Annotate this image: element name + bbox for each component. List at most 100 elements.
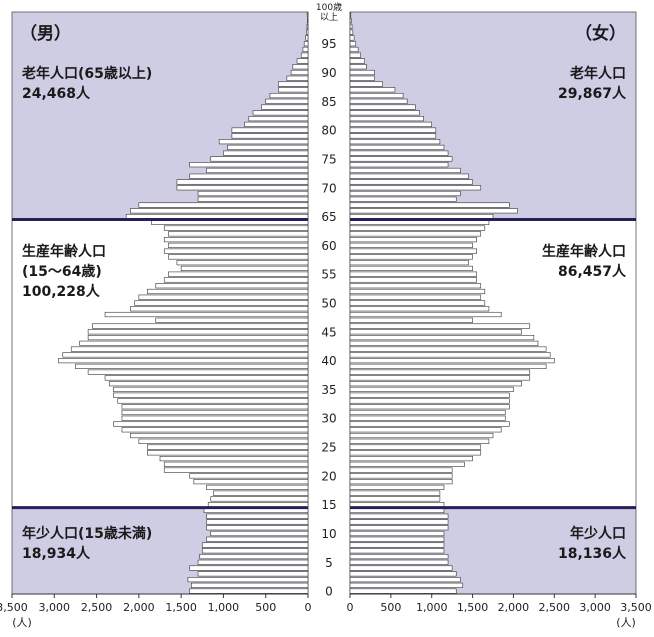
male-bar — [187, 577, 309, 583]
female-working-label: 生産年齢人口 86,457人 — [542, 242, 626, 282]
male-bar — [75, 363, 309, 369]
male-bar — [306, 23, 309, 29]
female-bar — [349, 582, 464, 588]
female-bar — [349, 565, 453, 571]
female-bar — [349, 404, 510, 410]
male-bar — [87, 369, 309, 375]
male-bar — [155, 317, 309, 323]
female-bar — [349, 167, 461, 174]
female-bar — [349, 323, 531, 329]
female-elderly-label: 老年人口 29,867人 — [558, 64, 626, 104]
male-bar — [278, 81, 309, 87]
female-bar — [349, 139, 441, 145]
female-bar — [349, 271, 477, 277]
male-x-tick-label: 1,500 — [165, 601, 197, 614]
female-panel-label: （女） — [575, 24, 626, 44]
male-bar — [104, 311, 309, 318]
age-tick-label: 15 — [321, 498, 336, 512]
male-bar — [201, 542, 309, 548]
male-bar — [113, 421, 309, 427]
male-bar — [193, 479, 309, 485]
male-working-count: 100,228人 — [22, 284, 100, 300]
female-bar — [349, 277, 477, 283]
male-bar — [58, 358, 309, 364]
male-young-title: 年少人口(15歳未満) — [22, 526, 153, 542]
male-bar — [210, 530, 309, 537]
female-bar — [349, 29, 354, 35]
age-top-label: 以上 — [320, 12, 338, 23]
male-bar — [206, 525, 309, 531]
male-bar — [231, 127, 309, 133]
female-bar — [349, 294, 482, 300]
female-bar — [349, 415, 506, 421]
female-bar — [349, 162, 449, 168]
female-bar — [349, 248, 477, 254]
female-bar — [349, 496, 441, 502]
age-tick-label: 50 — [321, 297, 336, 311]
age-tick-label: 35 — [321, 383, 336, 397]
female-bar — [349, 542, 445, 548]
female-bar — [349, 553, 449, 560]
male-bar — [163, 237, 309, 243]
female-bar — [349, 133, 437, 139]
male-young-label: 年少人口(15歳未満) 18,934人 — [22, 524, 152, 564]
male-bar — [223, 150, 309, 156]
male-bar — [130, 432, 309, 439]
x-axes: 0 0 500 500 1,000 1,000 1,500 1,500 2,000 2,000 2,… — [0, 593, 652, 629]
female-bar — [349, 144, 445, 150]
male-bar — [189, 162, 309, 168]
male-bar — [121, 409, 309, 416]
female-bar — [349, 260, 469, 266]
female-bar — [349, 196, 457, 202]
female-bar — [349, 12, 352, 18]
age-tick-label: 30 — [321, 412, 336, 426]
female-x-tick-label: 2,000 — [498, 601, 530, 614]
female-bar — [349, 23, 353, 29]
female-x-tick-label: 3,500 — [620, 601, 652, 614]
male-bar — [302, 46, 309, 53]
female-bar — [349, 69, 375, 76]
male-x-tick-label: 500 — [255, 601, 276, 614]
female-bar — [349, 559, 449, 565]
female-x-tick-label: 1,000 — [416, 601, 448, 614]
female-bar — [349, 283, 482, 289]
female-bar — [349, 490, 441, 496]
male-bar — [147, 288, 309, 295]
age-tick-label: 75 — [321, 152, 336, 166]
age-tick-label: 20 — [321, 469, 336, 483]
age-axis: 0 5 10 15 20 25 30 35 40 45 50 55 60 65 70 75 80 85 90 95 10… — [316, 1, 342, 599]
male-young-count: 18,934人 — [22, 546, 91, 562]
male-bar — [189, 473, 309, 479]
female-bar — [349, 104, 416, 110]
female-bar — [349, 369, 531, 375]
male-x-tick-label: 2,000 — [123, 601, 155, 614]
male-bar — [206, 167, 309, 174]
female-working-count: 86,457人 — [557, 264, 626, 280]
female-bar — [349, 588, 457, 594]
male-bar — [168, 254, 309, 260]
female-elderly-band — [350, 12, 636, 220]
female-bar — [349, 358, 555, 364]
female-bar — [349, 513, 449, 519]
female-bar — [349, 98, 408, 104]
female-bar — [349, 18, 352, 24]
female-bar — [349, 46, 359, 53]
female-bar — [349, 409, 506, 416]
male-bar — [168, 271, 309, 277]
male-bar — [244, 121, 309, 127]
male-bar — [163, 277, 309, 283]
female-bar — [349, 334, 535, 341]
male-bar — [286, 75, 309, 81]
female-bar — [349, 444, 482, 450]
male-bar — [265, 98, 309, 104]
male-bar — [79, 340, 309, 346]
female-bar — [349, 306, 490, 312]
male-bar — [92, 323, 309, 329]
female-bar — [349, 237, 477, 243]
bars — [58, 12, 555, 594]
male-panel-label: （男） — [20, 24, 71, 44]
male-bar — [163, 248, 309, 254]
male-bar — [147, 444, 309, 450]
female-bar — [349, 519, 449, 525]
